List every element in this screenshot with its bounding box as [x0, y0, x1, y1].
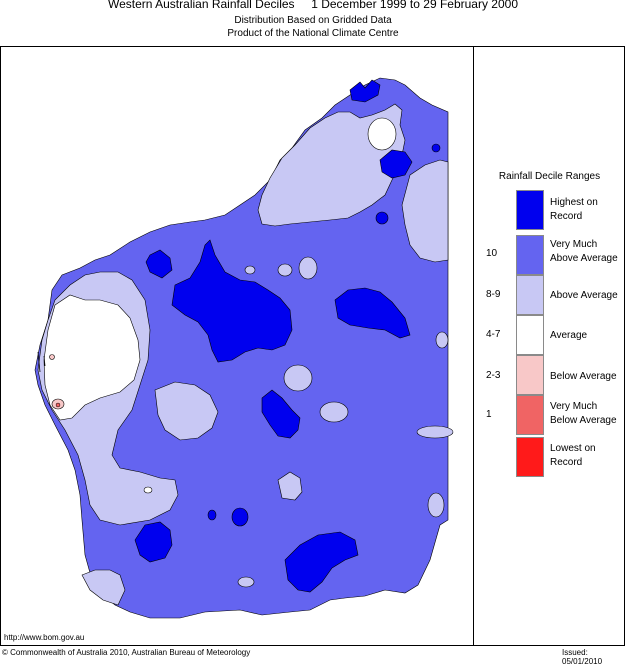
- region-above-average-patch-2: [319, 401, 349, 423]
- region-highest-pilbara-west: [145, 249, 173, 279]
- legend-swatch-very-much-below: [516, 395, 544, 435]
- footer-issued: Issued: 05/01/2010: [562, 648, 603, 666]
- legend-swatch-very-much-above: [516, 235, 544, 275]
- region-average-kimberley: [367, 117, 397, 151]
- region-above-average-patch-5: [416, 425, 454, 439]
- footer-copyright: © Commonwealth of Australia 2010, Austra…: [2, 648, 251, 657]
- legend-label-average: Average: [550, 330, 588, 341]
- island-shark-bay: [37, 351, 46, 373]
- region-highest-patch-2: [375, 211, 389, 225]
- legend-divider: [473, 46, 474, 646]
- rainfall-map: [34, 77, 454, 619]
- legend-range-4-7: 4-7: [486, 329, 501, 340]
- region-above-average-patch-9: [244, 265, 256, 275]
- legend-label-very-much-below: Very Much Below Average: [550, 401, 617, 426]
- legend-label-above: Above Average: [550, 290, 618, 301]
- map-subtitle-distribution: Distribution Based on Gridded Data: [234, 15, 392, 26]
- region-above-average-patch-3: [298, 256, 318, 280]
- region-above-average-central: [154, 381, 219, 441]
- legend-swatch-average: [516, 315, 544, 355]
- region-highest-south-central: [261, 389, 301, 439]
- legend-range-10: 10: [486, 248, 498, 259]
- map-title: Western Australian Rainfall Deciles 1 De…: [108, 0, 518, 11]
- legend-swatch-highest: [516, 190, 544, 230]
- legend-label-lowest: Lowest on Record: [550, 443, 596, 468]
- region-above-average-southwest: [81, 569, 126, 606]
- region-highest-north-coast: [349, 79, 381, 103]
- region-above-average-southcentral: [277, 471, 303, 501]
- region-highest-kimberley: [379, 149, 413, 179]
- region-above-average-patch-7: [237, 576, 255, 588]
- region-highest-south: [284, 531, 359, 593]
- legend-range-1: 1: [486, 409, 492, 420]
- region-above-average-patch-4: [277, 263, 293, 277]
- region-above-average-patch-1: [283, 364, 313, 392]
- legend-range-8-9: 8-9: [486, 289, 501, 300]
- legend-swatch-lowest: [516, 437, 544, 477]
- region-average-patch-1: [143, 486, 153, 494]
- region-above-average-patch-6: [427, 492, 445, 518]
- legend-swatch-below: [516, 355, 544, 395]
- footer-url[interactable]: http://www.bom.gov.au: [4, 633, 85, 642]
- region-highest-patch-1: [231, 507, 249, 527]
- region-highest-southwest: [134, 521, 173, 563]
- map-subtitle-product: Product of the National Climate Centre: [227, 28, 399, 39]
- region-highest-patch-4: [431, 143, 441, 153]
- region-above-average-east: [401, 159, 449, 263]
- region-below-average-small: [49, 354, 55, 360]
- region-highest-east-central: [334, 287, 411, 339]
- region-above-average-patch-8: [435, 331, 449, 349]
- legend-label-highest: Highest on Record: [550, 197, 598, 222]
- region-average-west-coast: [43, 294, 141, 421]
- region-highest-patch-3: [207, 509, 217, 521]
- legend-swatch-above: [516, 275, 544, 315]
- legend-title: Rainfall Decile Ranges: [498, 171, 601, 182]
- region-very-much-below-average: [55, 402, 61, 408]
- legend-label-very-much-above: Very Much Above Average: [550, 239, 618, 264]
- region-highest-central: [171, 239, 293, 363]
- legend-range-2-3: 2-3: [486, 370, 501, 381]
- legend-label-below: Below Average: [550, 371, 617, 382]
